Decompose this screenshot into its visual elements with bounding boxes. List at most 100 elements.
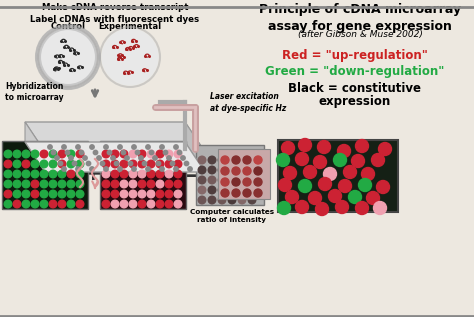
Circle shape — [76, 167, 80, 171]
Text: (after Gibson & Muse 2002): (after Gibson & Muse 2002) — [298, 30, 422, 39]
Circle shape — [218, 176, 226, 184]
Circle shape — [31, 160, 39, 168]
Circle shape — [93, 150, 98, 155]
Circle shape — [120, 160, 128, 168]
Circle shape — [129, 170, 137, 178]
Circle shape — [111, 180, 119, 188]
Circle shape — [254, 167, 262, 175]
Circle shape — [319, 178, 331, 191]
Circle shape — [165, 180, 173, 188]
Circle shape — [174, 145, 178, 149]
Circle shape — [160, 167, 164, 171]
Circle shape — [22, 190, 30, 198]
Text: Black = constitutive: Black = constitutive — [289, 82, 421, 95]
Text: expression: expression — [319, 95, 391, 108]
Text: Red = "up-regulation": Red = "up-regulation" — [282, 49, 428, 62]
Circle shape — [309, 191, 321, 204]
Circle shape — [102, 190, 110, 198]
Circle shape — [90, 145, 94, 149]
Circle shape — [295, 200, 309, 214]
Circle shape — [149, 150, 154, 155]
Circle shape — [4, 200, 12, 208]
Circle shape — [62, 145, 66, 149]
Circle shape — [65, 150, 70, 155]
Circle shape — [356, 139, 368, 152]
Circle shape — [208, 176, 216, 184]
Circle shape — [248, 186, 256, 194]
Circle shape — [76, 190, 84, 198]
Circle shape — [198, 156, 206, 164]
Circle shape — [49, 200, 57, 208]
Circle shape — [238, 176, 246, 184]
Circle shape — [142, 161, 146, 166]
Circle shape — [248, 176, 256, 184]
Circle shape — [156, 190, 164, 198]
Bar — [100, 141, 186, 209]
Circle shape — [254, 156, 262, 164]
Circle shape — [138, 170, 146, 178]
Circle shape — [22, 150, 30, 158]
Circle shape — [153, 156, 157, 160]
Circle shape — [102, 160, 110, 168]
Circle shape — [97, 156, 101, 160]
Circle shape — [323, 167, 337, 180]
Circle shape — [51, 150, 56, 155]
Circle shape — [102, 150, 110, 158]
Circle shape — [238, 186, 246, 194]
Circle shape — [232, 178, 240, 186]
Circle shape — [129, 190, 137, 198]
Circle shape — [156, 170, 164, 178]
Circle shape — [208, 196, 216, 204]
Circle shape — [31, 190, 39, 198]
Circle shape — [129, 200, 137, 208]
Circle shape — [111, 160, 119, 168]
Circle shape — [48, 37, 88, 77]
Circle shape — [121, 150, 126, 155]
Circle shape — [22, 170, 30, 178]
Circle shape — [13, 200, 21, 208]
Circle shape — [58, 150, 66, 158]
Circle shape — [218, 196, 226, 204]
Circle shape — [49, 150, 57, 158]
Circle shape — [228, 166, 236, 174]
Circle shape — [344, 165, 356, 178]
Circle shape — [31, 150, 39, 158]
Circle shape — [90, 167, 94, 171]
Circle shape — [334, 153, 346, 166]
Circle shape — [147, 160, 155, 168]
Circle shape — [13, 170, 21, 178]
Circle shape — [76, 170, 84, 178]
Circle shape — [254, 178, 262, 186]
Bar — [218, 149, 270, 199]
Circle shape — [22, 160, 30, 168]
Circle shape — [299, 139, 311, 152]
Circle shape — [208, 166, 216, 174]
Circle shape — [102, 180, 110, 188]
Text: Hybridization
to microarray: Hybridization to microarray — [5, 81, 64, 102]
Circle shape — [198, 176, 206, 184]
Circle shape — [198, 166, 206, 174]
Circle shape — [165, 160, 173, 168]
Text: Make cDNA reverse transcript
Label cDNAs with fluorescent dyes: Make cDNA reverse transcript Label cDNAs… — [30, 3, 200, 24]
Text: Green = "down-regulation": Green = "down-regulation" — [265, 65, 445, 78]
Circle shape — [76, 180, 84, 188]
Circle shape — [238, 166, 246, 174]
Circle shape — [366, 191, 380, 204]
Circle shape — [165, 170, 173, 178]
Circle shape — [188, 167, 192, 171]
Circle shape — [174, 190, 182, 198]
Text: Laser emission: Laser emission — [115, 183, 180, 191]
Circle shape — [232, 156, 240, 164]
Circle shape — [40, 200, 48, 208]
Circle shape — [22, 200, 30, 208]
Circle shape — [358, 178, 372, 191]
Circle shape — [138, 200, 146, 208]
Circle shape — [337, 145, 350, 158]
Circle shape — [156, 200, 164, 208]
Circle shape — [248, 156, 256, 164]
Circle shape — [128, 161, 133, 166]
Circle shape — [248, 196, 256, 204]
Circle shape — [348, 191, 362, 204]
Circle shape — [282, 141, 294, 154]
Circle shape — [36, 25, 100, 89]
